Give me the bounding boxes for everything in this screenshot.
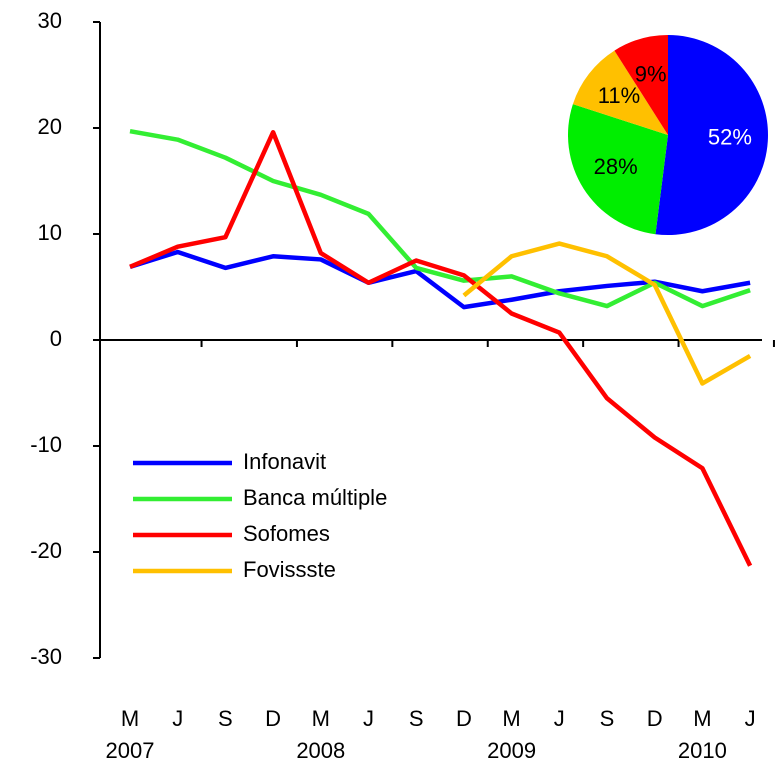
pie-slice [614, 35, 668, 135]
x-tick-label: M [502, 706, 520, 731]
pie-label: 11% [598, 83, 640, 108]
x-tick-label: M [121, 706, 139, 731]
x-tick-label: M [693, 706, 711, 731]
y-tick-label: 10 [38, 220, 62, 245]
legend-label: Banca múltiple [243, 485, 387, 510]
pie-label: 9% [635, 61, 667, 86]
pie-label: 52% [708, 125, 752, 150]
series-line [129, 129, 753, 567]
pie-slice [572, 50, 668, 135]
y-tick-label: -30 [30, 644, 62, 669]
series-line [462, 241, 752, 386]
x-tick-label: D [265, 706, 281, 731]
pie-label: 28% [594, 154, 638, 179]
y-tick-label: 30 [38, 8, 62, 33]
legend-label: Fovissste [243, 557, 336, 582]
year-label: 2008 [296, 738, 345, 763]
series-line [129, 128, 751, 309]
y-tick-label: 20 [38, 114, 62, 139]
x-tick-label: S [218, 706, 233, 731]
legend-label: Sofomes [243, 521, 330, 546]
y-tick-label: 0 [50, 326, 62, 351]
x-tick-label: J [172, 706, 183, 731]
x-tick-label: S [409, 706, 424, 731]
x-tick-label: J [745, 706, 756, 731]
year-label: 2007 [106, 738, 155, 763]
legend-label: Infonavit [243, 449, 326, 474]
year-label: 2009 [487, 738, 536, 763]
y-tick-label: -10 [30, 432, 62, 457]
series-line [129, 249, 751, 310]
year-label: 2010 [678, 738, 727, 763]
x-tick-label: S [600, 706, 615, 731]
x-tick-label: J [363, 706, 374, 731]
y-tick-label: -20 [30, 538, 62, 563]
x-tick-label: D [647, 706, 663, 731]
pie-slice [567, 104, 668, 235]
x-tick-label: J [554, 706, 565, 731]
pie-slice [655, 35, 769, 235]
x-tick-label: D [456, 706, 472, 731]
x-tick-label: M [312, 706, 330, 731]
